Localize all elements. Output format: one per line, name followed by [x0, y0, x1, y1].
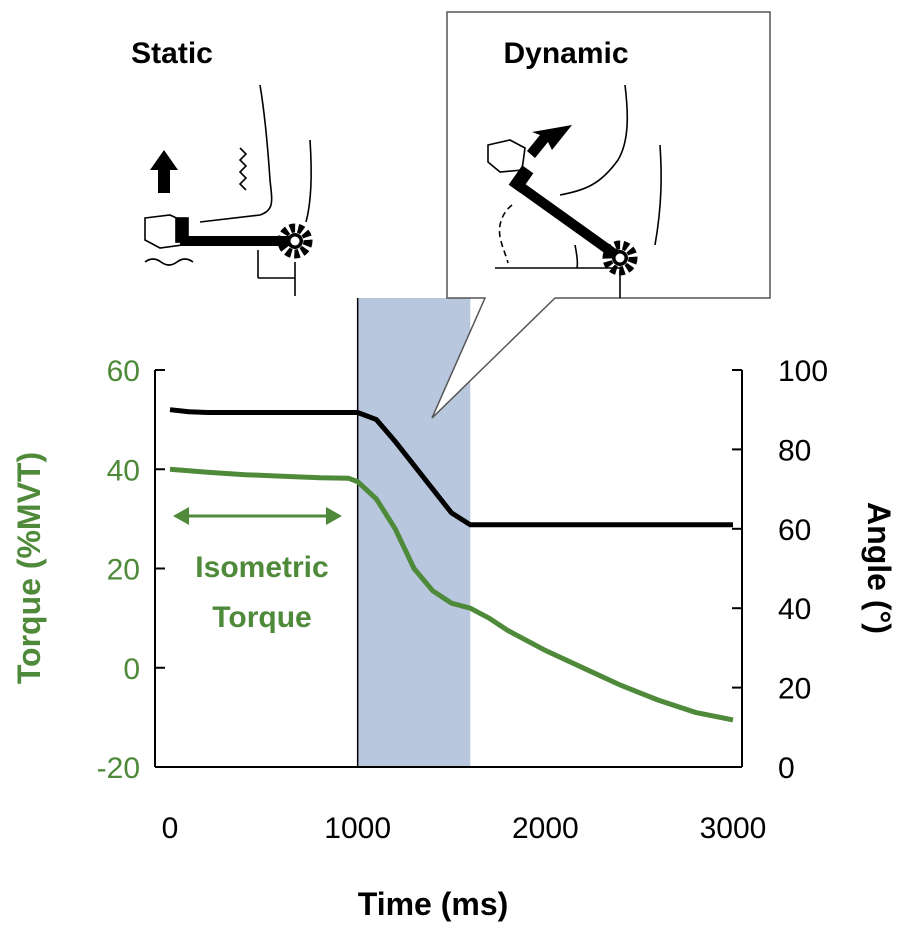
isometric-double-arrow: [173, 507, 342, 525]
static-gear-icon: [277, 223, 313, 259]
y-tick-label-left: 40: [107, 454, 140, 487]
y-tick-label-right: 100: [778, 355, 828, 388]
torque-series-line: [169, 466, 734, 723]
y-tick-label-left: -20: [97, 752, 140, 785]
static-label: Static: [131, 37, 213, 70]
y-tick-label-left: 0: [123, 653, 140, 686]
dynamic-diagonal-arrow-icon: [527, 125, 572, 158]
dynamic-label: Dynamic: [503, 37, 628, 70]
dynamic-arm-illustration: [487, 84, 662, 298]
x-axis-title: Time (ms): [358, 886, 509, 922]
y-tick-label-right: 20: [778, 673, 811, 706]
static-arm-illustration: [144, 84, 312, 296]
y-axis-title-left: Torque (%MVT): [11, 452, 47, 684]
x-tick-label: 1000: [324, 812, 391, 845]
y-tick-labels-right: 0 20 40 60 80 100: [778, 355, 828, 785]
y-tick-labels-left: -20 0 20 40 60: [97, 355, 140, 785]
angle-series-line: [169, 407, 733, 528]
y-tick-label-right: 80: [778, 434, 811, 467]
static-up-arrow-icon: [150, 150, 178, 193]
x-tick-labels: 0 1000 2000 3000: [162, 812, 767, 845]
y-tick-label-right: 40: [778, 593, 811, 626]
isometric-label-line2: Torque: [212, 601, 311, 634]
dynamic-callout-bubble: [431, 11, 771, 419]
dynamic-gear-icon: [602, 240, 638, 276]
axis-tick-marks: [155, 369, 742, 768]
x-tick-label: 2000: [512, 812, 579, 845]
y-axis-title-right: Angle (°): [861, 502, 897, 634]
y-tick-label-right: 0: [778, 752, 795, 785]
x-tick-label: 3000: [700, 812, 767, 845]
y-tick-label-left: 60: [107, 355, 140, 388]
y-tick-label-right: 60: [778, 514, 811, 547]
isometric-label-line1: Isometric: [195, 551, 328, 584]
x-tick-label: 0: [162, 812, 179, 845]
y-tick-label-left: 20: [107, 554, 140, 587]
